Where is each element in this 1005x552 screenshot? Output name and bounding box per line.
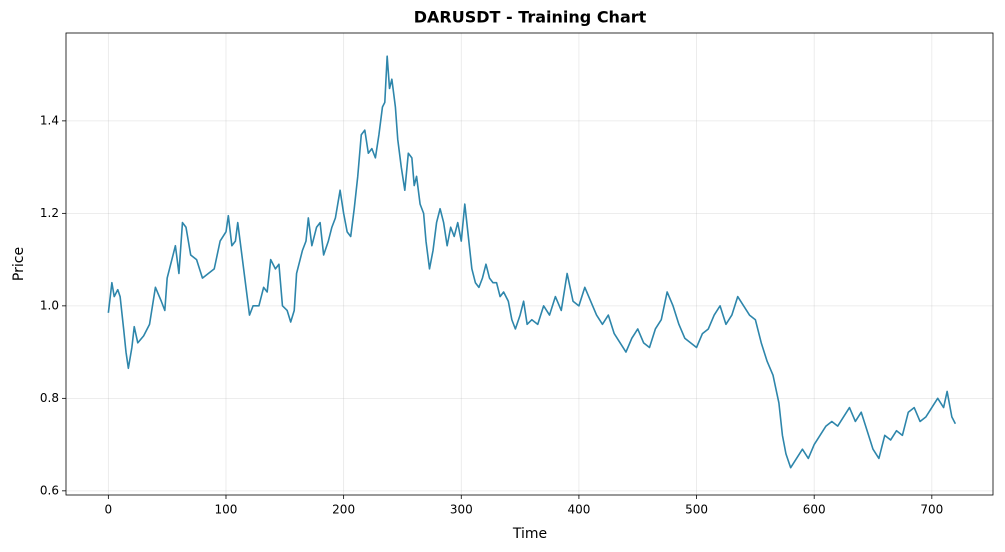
x-tick-label: 700 [920,503,943,517]
y-tick-label: 0.6 [40,483,59,497]
x-tick-label: 600 [803,503,826,517]
y-tick-label: 1.2 [40,206,59,220]
x-axis-label: Time [512,526,547,542]
y-tick-label: 1.0 [40,298,59,312]
x-tick-label: 200 [332,503,355,517]
x-tick-label: 400 [567,503,590,517]
x-tick-label: 300 [450,503,473,517]
plot-frame [65,32,994,496]
x-tick-label: 100 [215,503,238,517]
y-axis-label: Price [11,247,27,281]
chart-title: DARUSDT - Training Chart [414,8,647,27]
x-tick-label: 0 [105,503,113,517]
y-tick-label: 0.8 [40,391,59,405]
y-tick-label: 1.4 [40,113,59,127]
x-tick-label: 500 [685,503,708,517]
price-line [107,55,957,469]
